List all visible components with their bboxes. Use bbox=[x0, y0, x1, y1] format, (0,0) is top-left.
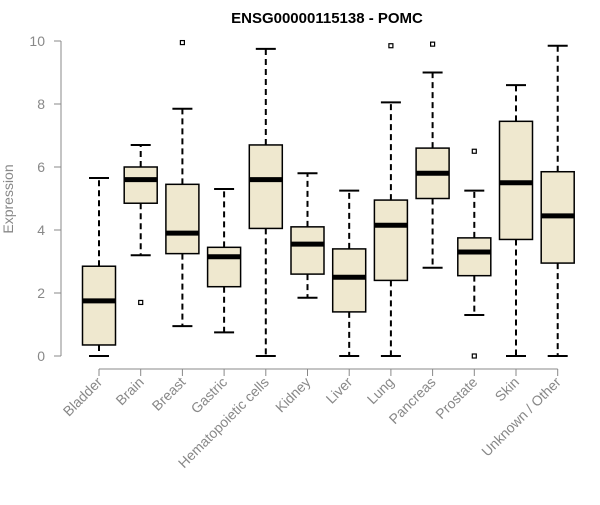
box-liver bbox=[331, 189, 367, 357]
iqr-box bbox=[457, 237, 492, 277]
outlier-point bbox=[388, 43, 394, 49]
x-tick-label: Liver bbox=[323, 374, 356, 407]
box-unknown-other bbox=[540, 44, 575, 357]
outlier-point bbox=[179, 39, 185, 46]
iqr-box bbox=[331, 248, 367, 313]
iqr-box bbox=[206, 246, 242, 288]
y-tick-label: 10 bbox=[29, 33, 45, 49]
iqr-box bbox=[81, 265, 117, 346]
box-kidney bbox=[290, 172, 325, 299]
iqr-box bbox=[290, 226, 325, 275]
y-tick-label: 2 bbox=[37, 285, 45, 301]
y-axis: 0 2 4 6 8 10 bbox=[29, 33, 62, 364]
box-lung bbox=[373, 43, 409, 357]
outlier-point bbox=[138, 299, 144, 306]
box-breast bbox=[165, 39, 200, 328]
y-axis-label: Expression bbox=[0, 164, 16, 233]
y-tick-label: 4 bbox=[37, 222, 45, 238]
box-prostate bbox=[457, 148, 492, 359]
outlier-point bbox=[471, 353, 477, 359]
y-tick-label: 0 bbox=[37, 348, 45, 364]
x-tick-label: Bladder bbox=[60, 374, 106, 420]
x-tick-label: Kidney bbox=[272, 374, 314, 416]
iqr-box bbox=[248, 144, 284, 230]
x-tick-label: Brain bbox=[112, 374, 146, 408]
outlier-point bbox=[471, 148, 477, 154]
iqr-box bbox=[123, 166, 158, 204]
x-tick-label: Skin bbox=[492, 374, 523, 405]
box-gastric bbox=[206, 188, 242, 334]
iqr-box bbox=[373, 199, 409, 282]
x-tick-label: Lung bbox=[364, 374, 397, 407]
y-tick-label: 8 bbox=[37, 96, 45, 112]
iqr-box bbox=[165, 183, 200, 255]
boxes-group bbox=[81, 39, 575, 359]
box-brain bbox=[123, 143, 158, 306]
x-tick-label: Prostate bbox=[432, 374, 480, 422]
x-tick-label: Unknown / Other bbox=[478, 374, 564, 460]
y-tick-label: 6 bbox=[37, 159, 45, 175]
x-tick-label: Breast bbox=[149, 374, 189, 414]
box-pancreas bbox=[415, 41, 450, 269]
box-bladder bbox=[81, 177, 117, 357]
box-hematopoietic-cells bbox=[248, 47, 284, 357]
chart-title: ENSG00000115138 - POMC bbox=[231, 10, 423, 27]
box-skin bbox=[498, 84, 534, 357]
outlier-point bbox=[430, 41, 436, 47]
